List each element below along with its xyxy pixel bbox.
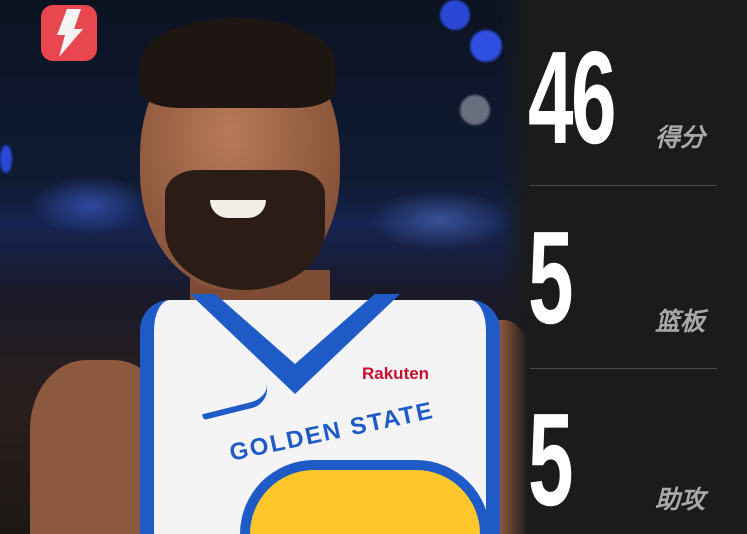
player-photo: Rakuten GOLDEN STATE — [0, 0, 560, 534]
player-beard — [165, 170, 325, 290]
lightning-bolt-icon — [57, 9, 83, 57]
stat-value-points: 46 — [528, 24, 617, 171]
bokeh-light — [470, 30, 502, 62]
bokeh-light — [0, 145, 12, 173]
bokeh-light — [440, 0, 470, 30]
bokeh-light — [460, 95, 490, 125]
stats-panel — [500, 0, 747, 534]
stat-value-rebounds: 5 — [528, 204, 574, 351]
stat-label-assists: 助攻 — [655, 486, 706, 514]
stat-label-points: 得分 — [655, 124, 706, 152]
jersey-sponsor: Rakuten — [362, 364, 430, 383]
stat-value-assists: 5 — [528, 386, 574, 533]
jersey-emblem — [240, 460, 490, 534]
divider — [530, 185, 717, 186]
player-smile — [210, 200, 266, 218]
stat-label-rebounds: 篮板 — [655, 308, 706, 336]
player-hair — [140, 18, 335, 108]
app-logo — [41, 5, 97, 61]
divider — [530, 368, 717, 369]
